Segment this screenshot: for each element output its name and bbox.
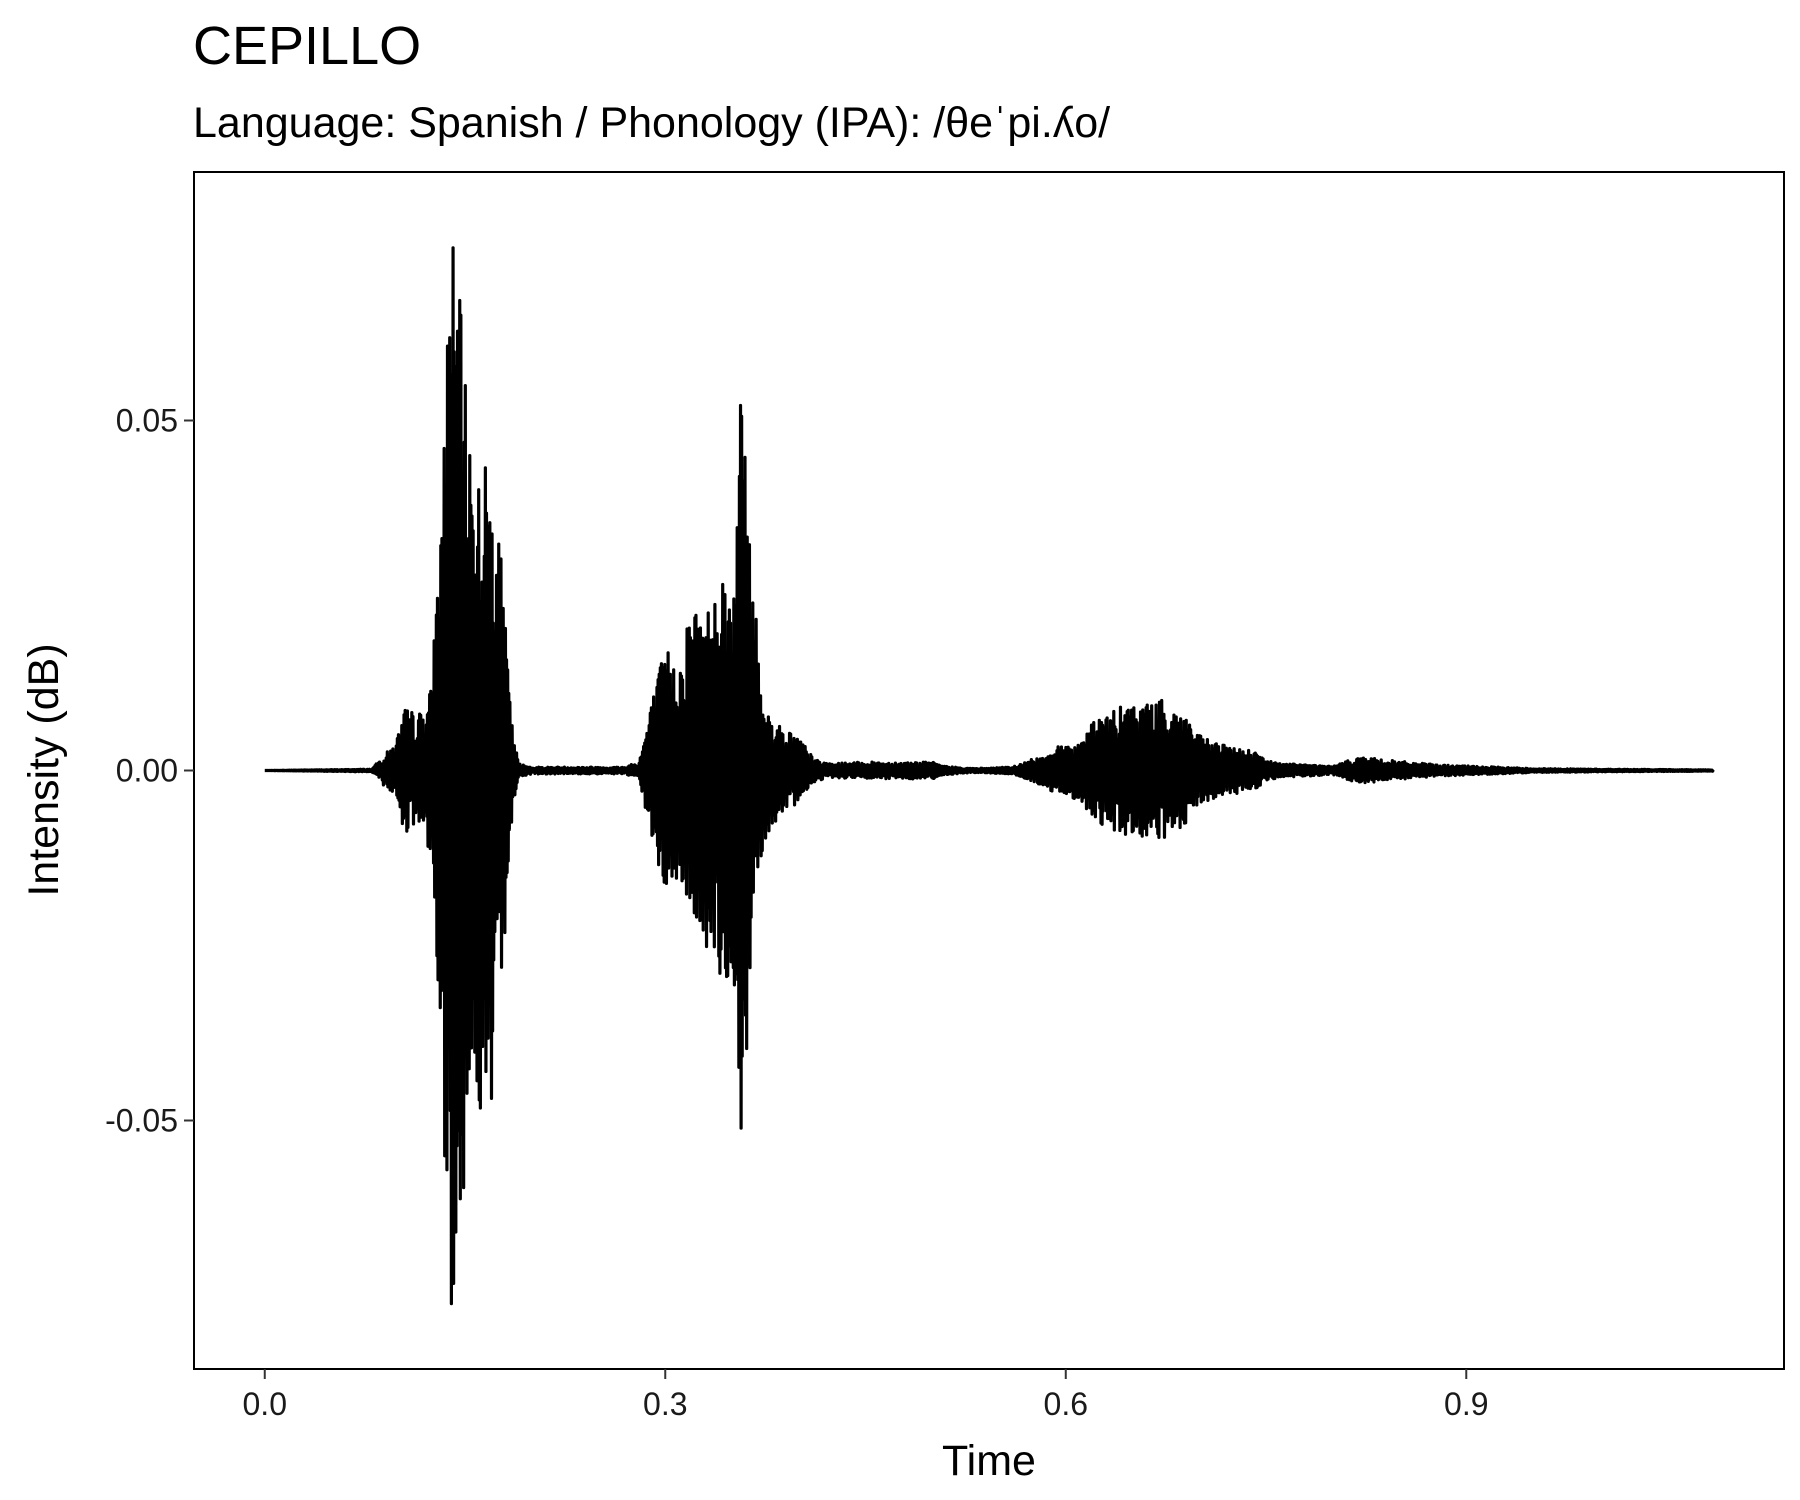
x-tick-label: 0.0 <box>243 1386 287 1422</box>
x-axis: 0.0 0.3 0.6 0.9 <box>243 1369 1489 1422</box>
chart-subtitle: Language: Spanish / Phonology (IPA): /θe… <box>193 99 1110 147</box>
x-tick-label: 0.3 <box>643 1386 687 1422</box>
y-tick-label: 0.00 <box>116 753 178 789</box>
plot-area <box>263 246 1715 1306</box>
chart-title: CEPILLO <box>193 16 421 76</box>
waveform-line <box>263 246 1715 1306</box>
x-tick-label: 0.6 <box>1044 1386 1088 1422</box>
x-tick-label: 0.9 <box>1444 1386 1488 1422</box>
y-tick-label: -0.05 <box>105 1103 178 1139</box>
y-axis-title: Intensity (dB) <box>20 643 68 896</box>
y-axis: -0.05 0.00 0.05 <box>105 403 194 1139</box>
x-axis-title: Time <box>942 1437 1036 1485</box>
y-tick-label: 0.05 <box>116 403 178 439</box>
